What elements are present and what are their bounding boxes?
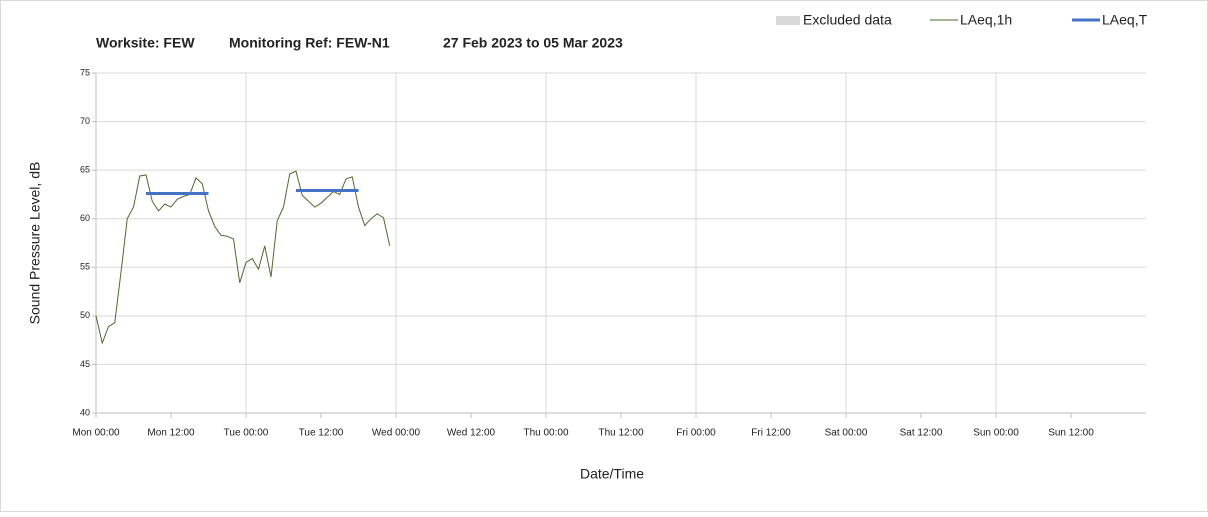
x-tick-label: Wed 12:00 [447, 428, 496, 439]
x-tick-label: Fri 00:00 [676, 428, 716, 439]
x-tick-label: Mon 12:00 [147, 428, 195, 439]
x-tick-label: Sat 00:00 [825, 428, 868, 439]
y-axis-title: Sound Pressure Level, dB [27, 162, 43, 325]
x-tick-label: Thu 12:00 [598, 428, 643, 439]
y-tick-label: 40 [80, 407, 90, 417]
legend-label: LAeq,T [1102, 12, 1148, 28]
y-tick-label: 75 [80, 67, 90, 77]
x-tick-label: Tue 00:00 [224, 428, 269, 439]
chart-title: Monitoring Ref: FEW-N1 [229, 35, 390, 51]
x-tick-label: Wed 00:00 [372, 428, 421, 439]
y-tick-label: 65 [80, 165, 90, 175]
legend-label: Excluded data [803, 12, 892, 28]
legend-swatch [776, 16, 800, 25]
legend-label: LAeq,1h [960, 12, 1012, 28]
y-tick-label: 55 [80, 262, 90, 272]
chart-title: Worksite: FEW [96, 35, 195, 51]
x-tick-label: Thu 00:00 [523, 428, 568, 439]
y-tick-label: 60 [80, 213, 90, 223]
chart-title: 27 Feb 2023 to 05 Mar 2023 [443, 35, 623, 51]
x-axis-title: Date/Time [580, 466, 644, 482]
y-tick-label: 45 [80, 359, 90, 369]
x-tick-label: Sun 12:00 [1048, 428, 1094, 439]
y-tick-label: 70 [80, 116, 90, 126]
series-line [146, 189, 359, 195]
x-tick-label: Fri 12:00 [751, 428, 791, 439]
x-tick-label: Sat 12:00 [900, 428, 943, 439]
x-tick-label: Mon 00:00 [72, 428, 120, 439]
x-tick-label: Tue 12:00 [299, 428, 344, 439]
y-tick-label: 50 [80, 310, 90, 320]
x-tick-label: Sun 00:00 [973, 428, 1019, 439]
